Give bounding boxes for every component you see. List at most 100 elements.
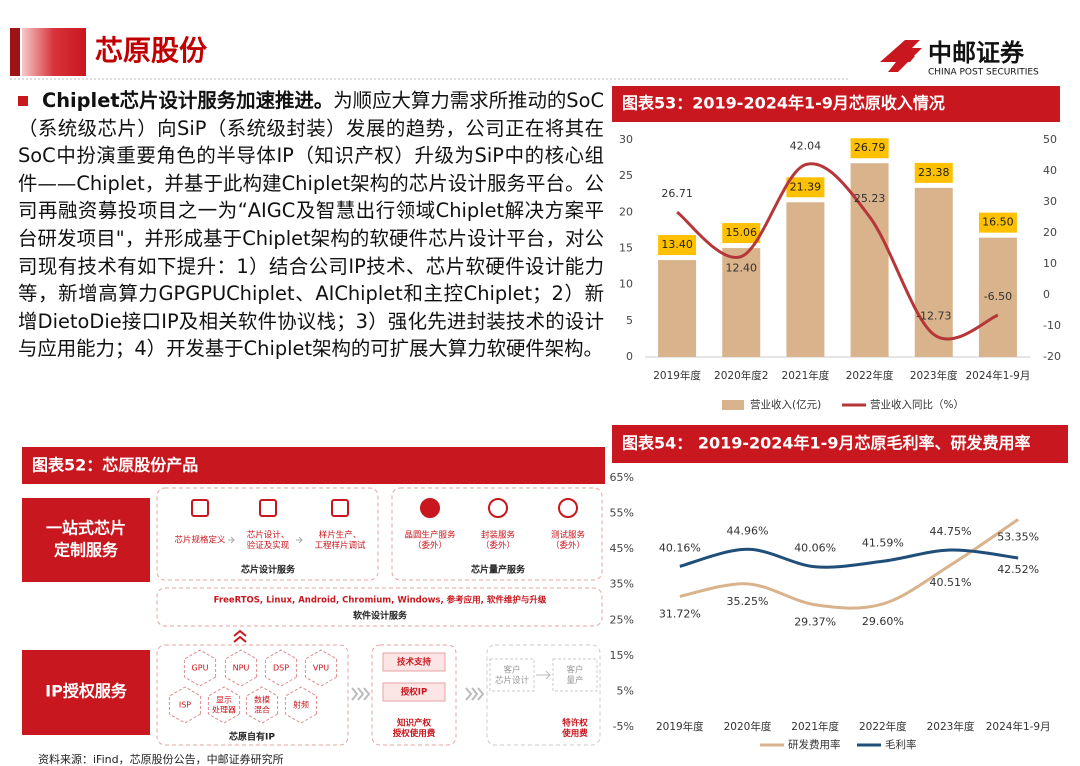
item-box — [382, 652, 446, 672]
ip-core: 显示 — [216, 696, 232, 705]
item-box — [552, 658, 598, 692]
bar — [786, 202, 825, 357]
legend-label: 营业收入(亿元) — [750, 398, 821, 411]
y-tick-label: -5% — [613, 720, 634, 733]
icon — [259, 499, 277, 517]
chart-title: 图表54： 2019-2024年1-9月芯原毛利率、研发费用率 — [622, 434, 1030, 453]
x-tick-label: 2024年1-9月 — [986, 720, 1051, 733]
value-label: 12.40 — [726, 262, 758, 275]
icon — [331, 499, 349, 517]
y-tick-label: -20 — [1043, 350, 1061, 363]
y-tick-label: 10 — [619, 278, 633, 291]
ip-core: VPU — [313, 664, 329, 673]
label-box — [850, 138, 889, 159]
group-label: 芯片量产服务 — [471, 564, 526, 576]
arrow — [536, 670, 551, 680]
title-bar — [612, 425, 1068, 463]
value-label: 40.51% — [930, 576, 972, 589]
ip-core: ISP — [179, 701, 191, 710]
value-label: -6.50 — [984, 290, 1012, 303]
value-label: 53.35% — [997, 530, 1039, 543]
value-label: 41.59% — [862, 536, 904, 549]
icon — [558, 498, 578, 518]
value-label: 44.75% — [930, 525, 972, 538]
y-tick-label: 20 — [619, 205, 633, 218]
y-tick-label: 25% — [610, 613, 634, 626]
group-label: 芯原自有IP — [229, 731, 275, 743]
y-tick-label: 10 — [1043, 257, 1057, 270]
legend-label: 营业收入同比（%） — [870, 398, 964, 411]
service-item: 封装服务 — [481, 529, 516, 540]
x-tick-label: 2023年度 — [910, 369, 958, 382]
value-label: 15.06 — [726, 226, 758, 239]
service-item: 晶圆生产服务 — [404, 529, 456, 540]
label-box — [722, 223, 761, 244]
lead: Chiplet芯片设计服务加速推进。 — [42, 89, 334, 112]
x-tick-label: 2020年度2 — [714, 369, 768, 382]
y-tick-label: 30 — [619, 133, 633, 146]
value-label: 31.72% — [659, 607, 701, 620]
value-label: 21.39 — [790, 180, 822, 193]
value-label: 26.71 — [661, 187, 693, 200]
value-label: 42.04 — [790, 140, 822, 153]
y-tick-label: 50 — [1043, 133, 1057, 146]
y-tick-label: 0 — [626, 350, 633, 363]
service-item: （委外） — [551, 540, 585, 551]
licensing-item: 授权使用费 — [393, 728, 436, 739]
title-bar — [612, 86, 1060, 122]
y-tick-label: 25 — [619, 169, 633, 182]
diagram-title: 图表52：芯原股份产品 — [32, 456, 198, 475]
y-tick-label: 5% — [617, 684, 634, 697]
chevrons — [465, 687, 485, 701]
icon — [488, 498, 508, 518]
service-label: 定制服务 — [53, 541, 119, 560]
y-tick-label: 40 — [1043, 164, 1057, 177]
paragraph: Chiplet芯片设计服务加速推进。为顺应大算力需求所推动的SoC（系统级芯片）… — [18, 87, 604, 363]
service-box — [22, 650, 150, 735]
ip-core: 射频 — [293, 700, 309, 710]
x-tick-label: 2024年1-9月 — [965, 369, 1030, 382]
y-tick-label: 15 — [619, 242, 633, 255]
logo-text: 中邮证券 — [928, 39, 1025, 67]
hexagon — [168, 686, 202, 724]
y-tick-label: 45% — [610, 542, 634, 555]
value-label: 29.60% — [862, 615, 904, 628]
group-box — [156, 487, 379, 581]
hexagon — [183, 649, 217, 687]
value-label: 29.37% — [794, 616, 836, 629]
value-label: 16.50 — [982, 216, 1014, 229]
label-box — [978, 212, 1017, 233]
service-item: 测试服务 — [551, 529, 586, 540]
value-label: 25.23 — [854, 192, 886, 205]
y-tick-label: 0 — [1043, 288, 1050, 301]
x-tick-label: 2021年度 — [782, 369, 830, 382]
service-label: IP授权服务 — [45, 682, 128, 701]
arrow — [228, 536, 236, 544]
value-label: 42.52% — [997, 563, 1039, 576]
chart-title: 图表53：2019-2024年1-9月芯原收入情况 — [622, 94, 945, 113]
hexagon — [304, 649, 338, 687]
service-label: 一站式芯片 — [46, 519, 126, 538]
x-tick-label: 2022年度 — [859, 720, 907, 733]
bar — [914, 187, 953, 357]
hexagon — [245, 686, 279, 724]
x-tick-label: 2022年度 — [846, 369, 894, 382]
x-tick-label: 2019年度 — [653, 369, 701, 382]
customer-item: 使用费 — [561, 728, 588, 739]
legend-swatch — [722, 400, 744, 410]
value-label: 13.40 — [661, 238, 693, 251]
x-tick-label: 2020年度 — [724, 720, 772, 733]
value-label: 35.25% — [727, 595, 769, 608]
y-tick-label: 20 — [1043, 226, 1057, 239]
group-box — [486, 644, 601, 746]
bar — [658, 260, 697, 357]
customer-item: 量产 — [566, 675, 583, 686]
service-item: 工程样片调试 — [314, 540, 366, 551]
line — [679, 518, 1020, 610]
hexagon — [207, 686, 241, 724]
group-box — [156, 644, 349, 746]
value-label: 40.06% — [794, 542, 836, 555]
ip-core: 混合 — [254, 705, 270, 715]
